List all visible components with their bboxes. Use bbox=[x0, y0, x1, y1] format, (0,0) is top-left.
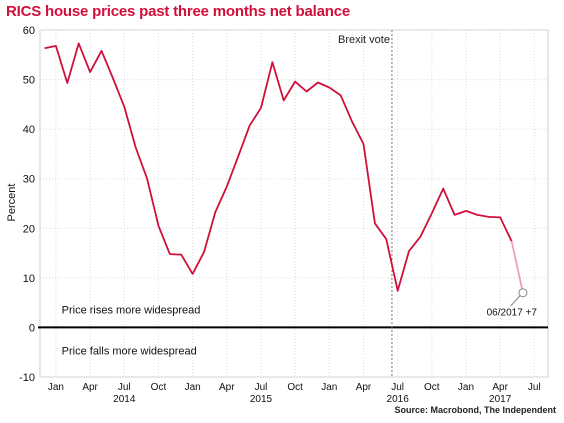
x-tick-label: Apr bbox=[356, 382, 372, 393]
x-tick-label: Jul bbox=[255, 382, 268, 393]
series-layer bbox=[44, 42, 524, 293]
series-projection-segment bbox=[510, 241, 524, 293]
series-line bbox=[44, 42, 513, 292]
x-tick-label: Oct bbox=[287, 382, 303, 393]
x-tick-label: Jul bbox=[528, 382, 541, 393]
x-tick-label: Jul bbox=[391, 382, 404, 393]
source-note: Source: Macrobond, The Independent bbox=[394, 405, 556, 415]
annotations: Brexit vote Price rises more widespread … bbox=[62, 30, 393, 377]
y-tick-label: 0 bbox=[29, 322, 35, 334]
x-year-label: 2017 bbox=[489, 394, 512, 405]
x-tick-label: Apr bbox=[219, 382, 235, 393]
x-tick-label: Jan bbox=[321, 382, 337, 393]
y-tick-label: 40 bbox=[23, 124, 35, 136]
y-tick-label: 20 bbox=[23, 223, 35, 235]
y-axis-label: Percent bbox=[6, 184, 18, 222]
plot-frame bbox=[39, 29, 549, 378]
x-tick-label: Jan bbox=[185, 382, 201, 393]
x-tick-label: Jan bbox=[458, 382, 474, 393]
y-tick-label: 60 bbox=[23, 25, 35, 37]
price-rises-label: Price rises more widespread bbox=[62, 304, 201, 316]
x-year-label: 2014 bbox=[113, 394, 136, 405]
x-year-label: 2015 bbox=[250, 394, 273, 405]
y-tick-label: 30 bbox=[23, 174, 35, 186]
x-year-label: 2016 bbox=[387, 394, 410, 405]
axes: -10 0 10 20 30 40 50 60 Jan Apr Jul Oct Jan Apr Jul Oct… bbox=[19, 25, 548, 405]
chart-title: RICS house prices past three months net … bbox=[6, 3, 351, 20]
gridlines bbox=[39, 29, 549, 378]
x-tick-label: Jan bbox=[48, 382, 64, 393]
latest-point-marker bbox=[518, 288, 528, 298]
y-tick-label: 10 bbox=[23, 273, 35, 285]
latest-point-layer: 06/2017 +7 bbox=[487, 288, 538, 319]
x-tick-label: Apr bbox=[82, 382, 98, 393]
x-tick-label: Apr bbox=[492, 382, 508, 393]
y-tick-label: -10 bbox=[19, 372, 35, 384]
latest-point-leader bbox=[510, 295, 521, 307]
x-tick-label: Oct bbox=[151, 382, 167, 393]
x-tick-label: Oct bbox=[424, 382, 440, 393]
price-falls-label: Price falls more widespread bbox=[62, 345, 197, 357]
brexit-vote-label: Brexit vote bbox=[338, 34, 390, 46]
x-tick-label: Jul bbox=[118, 382, 131, 393]
y-tick-label: 50 bbox=[23, 75, 35, 87]
latest-point-label: 06/2017 +7 bbox=[487, 308, 538, 319]
